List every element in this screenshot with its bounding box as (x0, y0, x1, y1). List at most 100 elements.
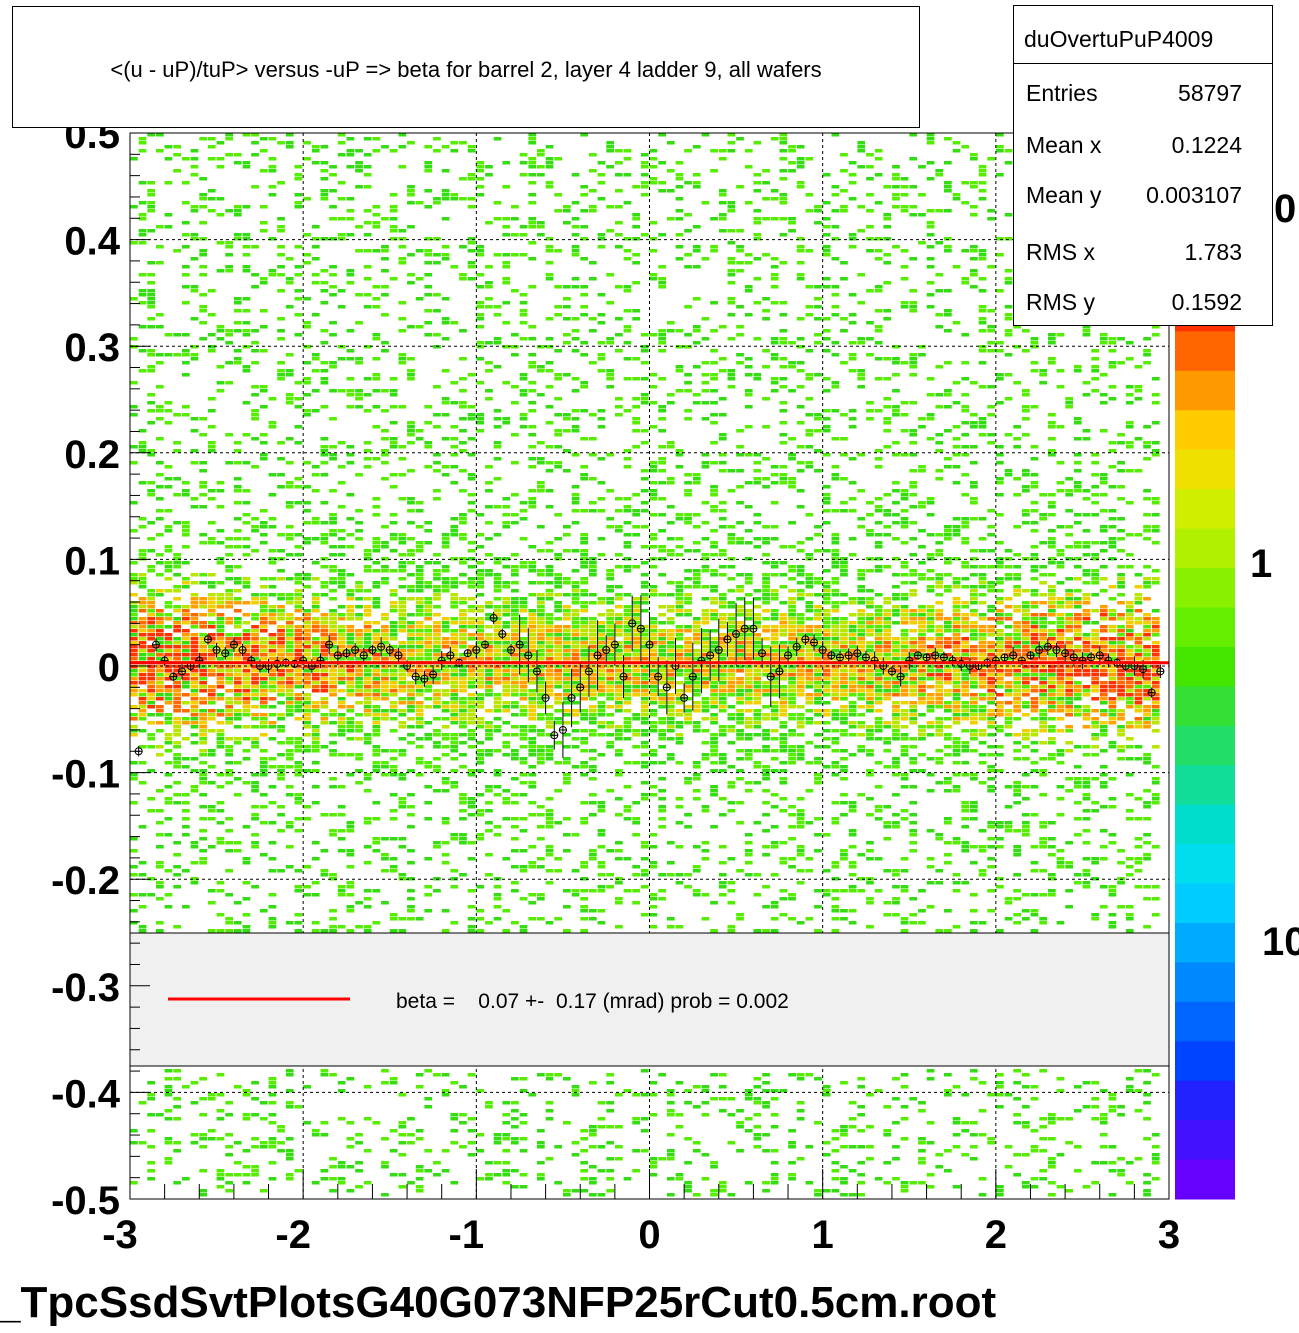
heatmap-cell (207, 449, 216, 453)
heatmap-cell (415, 277, 424, 281)
heatmap-cell (476, 305, 485, 309)
heatmap-cell (268, 273, 277, 277)
heatmap-cell (502, 673, 511, 677)
heatmap-cell (441, 657, 450, 661)
heatmap-cell (615, 285, 623, 289)
heatmap-cell (467, 585, 476, 589)
heatmap-cell (502, 633, 511, 637)
heatmap-cell (450, 693, 459, 697)
heatmap-cell (268, 905, 277, 909)
heatmap-cell (511, 657, 519, 661)
heatmap-cell (502, 745, 511, 749)
heatmap-cell (346, 517, 355, 521)
heatmap-cell (233, 321, 242, 325)
heatmap-cell (718, 217, 727, 221)
heatmap-cell (666, 537, 675, 541)
heatmap-cell (130, 1129, 138, 1133)
heatmap-cell (649, 861, 658, 865)
heatmap-cell (692, 249, 701, 253)
heatmap-cell (718, 501, 727, 505)
heatmap-cell (493, 561, 502, 565)
heatmap-cell (207, 585, 216, 589)
heatmap-cell (199, 733, 207, 737)
heatmap-cell (511, 461, 519, 465)
heatmap-cell (346, 1137, 355, 1141)
heatmap-cell (329, 669, 337, 673)
heatmap-cell (537, 685, 545, 689)
heatmap-cell (285, 1177, 294, 1181)
heatmap-cell (190, 205, 199, 209)
heatmap-cell (320, 633, 329, 637)
heatmap-cell (355, 321, 363, 325)
heatmap-cell (294, 669, 303, 673)
heatmap-cell (571, 1093, 580, 1097)
heatmap-cell (259, 909, 268, 913)
heatmap-cell (337, 713, 346, 717)
heatmap-cell (398, 777, 407, 781)
heatmap-cell (511, 569, 519, 573)
heatmap-cell (502, 301, 511, 305)
heatmap-cell (537, 917, 545, 921)
heatmap-cell (216, 241, 225, 245)
heatmap-cell (640, 397, 649, 401)
heatmap-cell (666, 505, 675, 509)
heatmap-cell (407, 769, 415, 773)
heatmap-cell (190, 697, 199, 701)
heatmap-cell (329, 813, 337, 817)
heatmap-cell (147, 613, 155, 617)
heatmap-cell (511, 1109, 519, 1113)
heatmap-cell (303, 233, 311, 237)
heatmap-cell (658, 805, 666, 809)
heatmap-cell (259, 685, 268, 689)
heatmap-cell (424, 273, 433, 277)
heatmap-cell (684, 409, 692, 413)
heatmap-cell (563, 593, 571, 597)
heatmap-cell (320, 585, 329, 589)
heatmap-cell (692, 265, 701, 269)
heatmap-cell (467, 577, 476, 581)
heatmap-cell (710, 1161, 718, 1165)
heatmap-cell (303, 1121, 311, 1125)
heatmap-cell (415, 757, 424, 761)
heatmap-cell (303, 197, 311, 201)
heatmap-cell (528, 705, 537, 709)
heatmap-cell (476, 249, 485, 253)
heatmap-cell (233, 929, 242, 933)
heatmap-cell (640, 601, 649, 605)
heatmap-cell (398, 709, 407, 713)
heatmap-cell (502, 217, 511, 221)
heatmap-cell (303, 617, 311, 621)
heatmap-cell (597, 597, 606, 601)
heatmap-cell (311, 149, 320, 153)
heatmap-cell (710, 421, 718, 425)
heatmap-cell (138, 557, 147, 561)
heatmap-cell (459, 245, 467, 249)
heatmap-cell (372, 337, 381, 341)
heatmap-cell (156, 709, 164, 713)
heatmap-cell (684, 629, 692, 633)
heatmap-cell (441, 533, 450, 537)
heatmap-cell (225, 817, 233, 821)
heatmap-cell (666, 169, 675, 173)
heatmap-cell (337, 481, 346, 485)
heatmap-cell (675, 601, 684, 605)
heatmap-cell (545, 681, 554, 685)
heatmap-cell (242, 585, 251, 589)
heatmap-cell (640, 181, 649, 185)
heatmap-cell (225, 689, 233, 693)
heatmap-cell (251, 737, 259, 741)
heatmap-cell (580, 549, 588, 553)
heatmap-cell (173, 701, 181, 705)
heatmap-cell (173, 641, 181, 645)
heatmap-cell (441, 853, 450, 857)
heatmap-cell (632, 745, 640, 749)
heatmap-cell (138, 677, 147, 681)
heatmap-cell (615, 633, 623, 637)
heatmap-cell (233, 597, 242, 601)
heatmap-cell (632, 281, 640, 285)
heatmap-cell (502, 929, 511, 933)
heatmap-cell (407, 1141, 415, 1145)
heatmap-cell (389, 405, 398, 409)
heatmap-cell (450, 621, 459, 625)
heatmap-cell (130, 713, 138, 717)
